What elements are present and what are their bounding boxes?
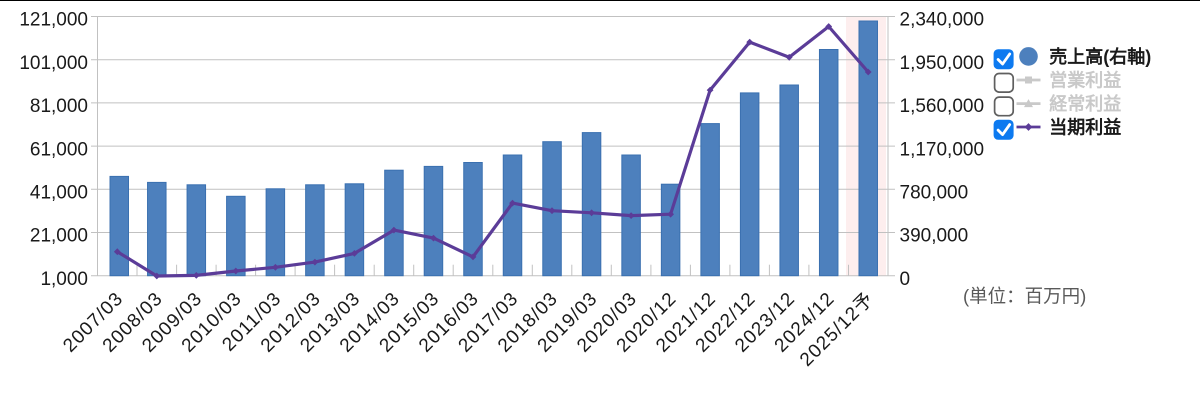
- svg-text:41,000: 41,000: [30, 183, 88, 204]
- svg-text:390,000: 390,000: [900, 226, 969, 247]
- svg-text:780,000: 780,000: [900, 183, 969, 204]
- svg-text:(単位：百万円): (単位：百万円): [963, 286, 1086, 307]
- svg-text:当期利益: 当期利益: [1049, 117, 1121, 138]
- svg-text:2,340,000: 2,340,000: [900, 10, 985, 31]
- svg-text:1,560,000: 1,560,000: [900, 96, 985, 117]
- svg-text:1,000: 1,000: [40, 269, 88, 290]
- svg-text:0: 0: [900, 269, 911, 290]
- svg-text:21,000: 21,000: [30, 226, 88, 247]
- svg-text:1,170,000: 1,170,000: [900, 139, 985, 160]
- svg-text:1,950,000: 1,950,000: [900, 53, 985, 74]
- svg-text:81,000: 81,000: [30, 96, 88, 117]
- svg-text:経常利益: 経常利益: [1049, 93, 1121, 114]
- svg-text:営業利益: 営業利益: [1049, 70, 1121, 91]
- svg-text:121,000: 121,000: [19, 10, 88, 31]
- svg-text:売上高(右軸): 売上高(右軸): [1049, 46, 1151, 67]
- svg-text:61,000: 61,000: [30, 139, 88, 160]
- svg-text:101,000: 101,000: [19, 53, 88, 74]
